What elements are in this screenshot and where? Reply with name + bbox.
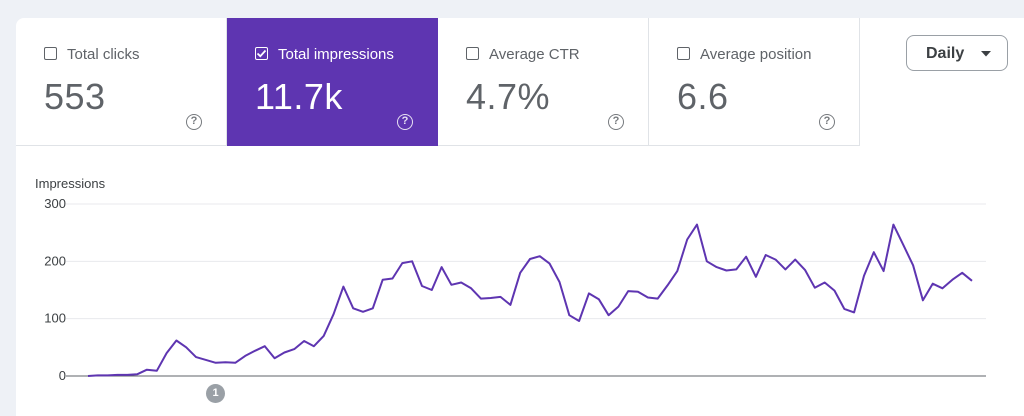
y-axis-label: Impressions — [35, 176, 106, 191]
metric-label: Average position — [700, 46, 812, 63]
annotation-marker[interactable]: 1 — [206, 384, 225, 403]
dropdown-arrow-icon — [981, 51, 991, 57]
help-icon[interactable]: ? — [186, 114, 202, 130]
metric-label: Total impressions — [278, 46, 394, 63]
impressions-series-line — [87, 223, 973, 377]
performance-card: Total clicks 553 ? Total impressions 11.… — [16, 18, 1024, 416]
y-tick-label: 100 — [44, 311, 66, 326]
checkbox-total-impressions[interactable] — [255, 47, 268, 60]
metric-label: Average CTR — [489, 46, 580, 63]
metric-total-clicks[interactable]: Total clicks 553 ? — [16, 18, 227, 146]
metric-value: 11.7k — [255, 76, 343, 117]
check-icon — [256, 49, 267, 58]
metric-average-ctr[interactable]: Average CTR 4.7% ? — [438, 18, 649, 146]
impressions-chart: 0 100 200 300 — [44, 196, 986, 383]
y-tick-label: 200 — [44, 253, 66, 268]
checkbox-average-ctr[interactable] — [466, 47, 479, 60]
metric-value: 553 — [44, 76, 106, 117]
checkbox-total-clicks[interactable] — [44, 47, 57, 60]
metric-value: 6.6 — [677, 76, 729, 117]
y-tick-label: 0 — [59, 368, 66, 383]
metric-value: 4.7% — [466, 76, 551, 117]
metric-total-impressions[interactable]: Total impressions 11.7k ? — [227, 18, 438, 146]
y-tick-label: 300 — [44, 196, 66, 211]
metric-average-position[interactable]: Average position 6.6 ? — [649, 18, 860, 146]
period-select[interactable]: Daily — [906, 35, 1008, 71]
help-icon[interactable]: ? — [397, 114, 413, 130]
help-icon[interactable]: ? — [608, 114, 624, 130]
period-select-value: Daily — [926, 45, 965, 62]
help-icon[interactable]: ? — [819, 114, 835, 130]
metric-label: Total clicks — [67, 46, 140, 63]
checkbox-average-position[interactable] — [677, 47, 690, 60]
